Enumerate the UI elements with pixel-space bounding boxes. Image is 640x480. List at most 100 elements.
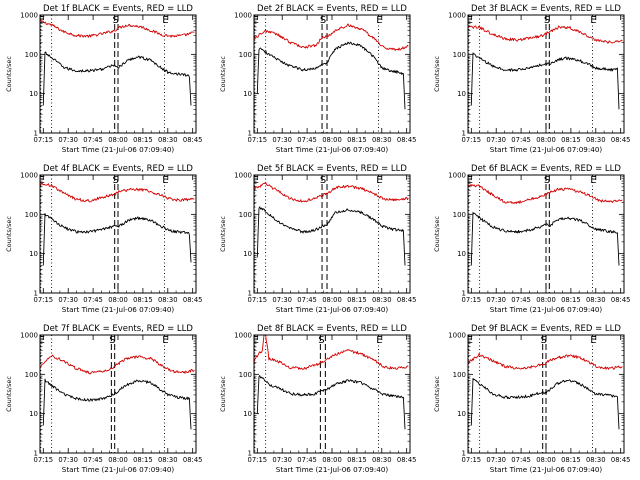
lld-series-line: [253, 23, 409, 51]
det-9f-panel: Det 9f BLACK = Events, RED = LLD Counts/s…: [433, 324, 630, 474]
marker-label: E: [162, 15, 168, 26]
lld-series-line: [253, 334, 409, 370]
x-axis-label: Start Time (21-Jul-06 07:09:40): [490, 305, 603, 314]
y-tick-label: 100: [25, 211, 38, 219]
y-tick-label: 100: [239, 371, 252, 379]
marker-label: S: [318, 335, 324, 346]
y-tick-label: 10: [243, 410, 252, 418]
marker-label: E: [253, 335, 259, 346]
y-tick-label: 100: [25, 371, 38, 379]
x-tick-label: 07:15: [34, 136, 54, 144]
x-tick-label: 08:30: [158, 456, 178, 464]
x-tick-label: 08:45: [397, 136, 417, 144]
x-tick-label: 07:30: [58, 136, 78, 144]
x-tick-label: 07:30: [486, 296, 506, 304]
y-tick-label: 1: [34, 130, 38, 138]
x-tick-label: 08:30: [372, 296, 392, 304]
marker-label: E: [376, 15, 382, 26]
marker-label: E: [376, 335, 382, 346]
marker-label: S: [113, 175, 119, 186]
lld-series-line: [39, 19, 195, 38]
lld-series-line: [39, 354, 195, 375]
y-axis-label: Counts/sec: [433, 56, 441, 92]
x-tick-label: 08:00: [108, 136, 128, 144]
marker-label: S: [320, 15, 326, 26]
y-tick-label: 10: [243, 250, 252, 258]
x-axis-label: Start Time (21-Jul-06 07:09:40): [490, 145, 603, 154]
marker-label: E: [376, 175, 382, 186]
marker-label: E: [590, 335, 596, 346]
plot-frame: [39, 174, 197, 294]
x-axis-label: Start Time (21-Jul-06 07:09:40): [62, 145, 175, 154]
y-tick-label: 100: [453, 51, 466, 59]
y-axis-label: Counts/sec: [433, 376, 441, 412]
marker-label: S: [544, 15, 550, 26]
x-tick-label: 07:45: [83, 136, 103, 144]
x-tick-label: 08:00: [536, 136, 556, 144]
events-series-line: [256, 41, 406, 110]
y-tick-label: 10: [29, 250, 38, 258]
x-tick-label: 07:30: [272, 456, 292, 464]
marker-label: E: [39, 335, 45, 346]
y-tick-label: 1000: [234, 12, 252, 20]
x-tick-label: 08:30: [372, 456, 392, 464]
lld-series-line: [467, 353, 623, 370]
x-tick-label: 07:15: [462, 456, 482, 464]
marker-label: E: [39, 175, 45, 186]
x-tick-label: 07:45: [511, 136, 531, 144]
plot-frame: [253, 14, 411, 134]
x-tick-label: 08:00: [322, 136, 342, 144]
x-tick-label: 08:45: [611, 136, 631, 144]
y-tick-label: 1000: [234, 332, 252, 340]
marker-label: E: [162, 335, 168, 346]
x-tick-label: 08:45: [611, 296, 631, 304]
panel-title: Det 2f BLACK = Events, RED = LLD: [257, 4, 407, 14]
det-2f-panel: Det 2f BLACK = Events, RED = LLD Counts/s…: [219, 4, 416, 154]
marker-label: E: [467, 15, 473, 26]
marker-label: S: [320, 175, 326, 186]
x-tick-label: 08:45: [183, 456, 203, 464]
marker-label: E: [467, 175, 473, 186]
x-tick-label: 08:30: [586, 456, 606, 464]
y-tick-label: 100: [453, 371, 466, 379]
x-tick-label: 07:30: [58, 456, 78, 464]
plot-frame: [39, 334, 197, 454]
x-tick-label: 07:45: [511, 296, 531, 304]
x-tick-label: 07:45: [83, 296, 103, 304]
x-tick-label: 08:30: [586, 136, 606, 144]
plot-frame: [253, 334, 411, 454]
marker-label: E: [590, 15, 596, 26]
x-tick-label: 08:00: [322, 456, 342, 464]
det-7f-panel: Det 7f BLACK = Events, RED = LLD Counts/s…: [5, 324, 202, 474]
x-tick-label: 07:45: [297, 296, 317, 304]
x-tick-label: 08:30: [372, 136, 392, 144]
y-axis-label: Counts/sec: [5, 376, 13, 412]
det-3f-panel: Det 3f BLACK = Events, RED = LLD Counts/s…: [433, 4, 630, 154]
marker-label: E: [162, 175, 168, 186]
x-tick-label: 07:15: [34, 296, 54, 304]
x-tick-label: 08:00: [108, 456, 128, 464]
plot-frame: [467, 174, 625, 294]
panel-title: Det 6f BLACK = Events, RED = LLD: [471, 164, 621, 174]
lld-series-line: [253, 181, 409, 203]
x-tick-label: 07:15: [248, 456, 268, 464]
x-tick-label: 08:45: [397, 456, 417, 464]
x-tick-label: 08:30: [586, 296, 606, 304]
x-tick-label: 07:15: [462, 296, 482, 304]
plot-frame: [253, 174, 411, 294]
y-tick-label: 10: [29, 410, 38, 418]
y-tick-label: 100: [239, 211, 252, 219]
marker-label: E: [590, 175, 596, 186]
det-6f-panel: Det 6f BLACK = Events, RED = LLD Counts/s…: [433, 164, 630, 314]
y-tick-label: 100: [453, 211, 466, 219]
x-axis-label: Start Time (21-Jul-06 07:09:40): [490, 465, 603, 474]
y-tick-label: 10: [457, 250, 466, 258]
panel-title: Det 9f BLACK = Events, RED = LLD: [471, 324, 621, 334]
marker-label: E: [253, 175, 259, 186]
events-series-line: [42, 378, 192, 430]
events-series-line: [470, 378, 620, 430]
events-series-line: [42, 213, 192, 266]
y-tick-label: 10: [457, 410, 466, 418]
det-4f-panel: Det 4f BLACK = Events, RED = LLD Counts/s…: [5, 164, 202, 314]
plot-frame: [467, 14, 625, 134]
